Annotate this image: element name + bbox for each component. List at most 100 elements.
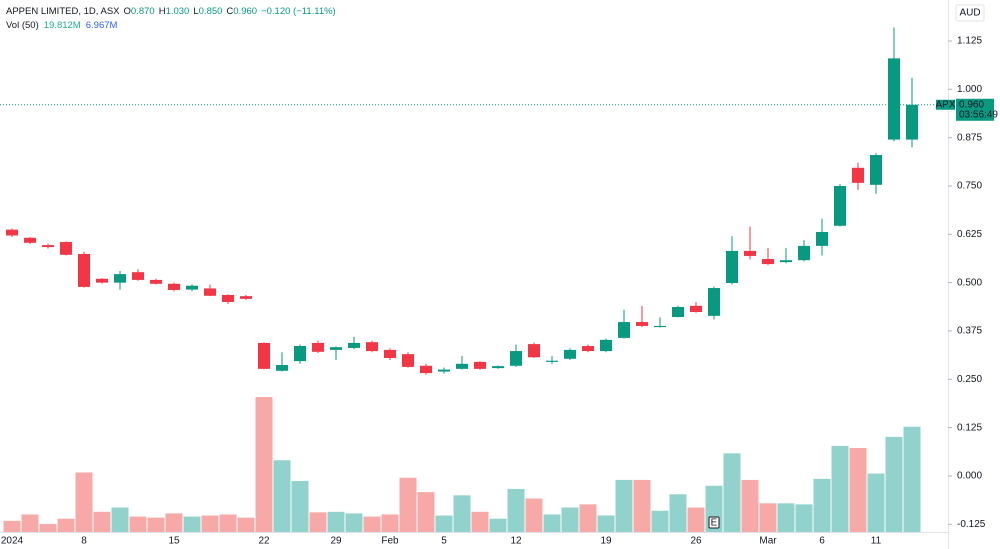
volume-bar [183,516,201,532]
candle-body [96,278,108,283]
volume-name: Vol (50) [6,20,39,31]
volume-bar [615,479,633,532]
y-tick-label: 0.000 [957,471,982,482]
volume-bar [597,515,615,532]
volume-bar [651,510,669,532]
volume-bar [795,504,813,532]
volume-bar [237,517,255,532]
volume-bar [723,453,741,532]
volume-bar [111,507,129,532]
volume-bar [345,513,363,532]
volume-bar [219,514,237,532]
open-value: 0.870 [131,6,155,17]
event-marker-label: E [711,518,718,529]
volume-ma: 6.967M [86,20,118,31]
y-tick-label: 0.625 [957,229,982,240]
x-tick-label: 15 [168,536,180,547]
volume-bar [363,516,381,532]
volume-bar [741,479,759,532]
y-tick-label: 0.500 [957,277,982,288]
candle-body [24,237,36,243]
volume-bar [579,504,597,532]
volume-bar [453,495,471,532]
x-tick-label: 8 [81,536,87,547]
candle-body [240,296,252,299]
volume-bar [255,397,273,532]
x-tick-label: 26 [690,536,702,547]
volume-bar [75,472,93,532]
volume-bar [165,513,183,532]
candle-body [798,245,810,261]
x-tick-label: 5 [441,536,447,547]
open-label: O [124,6,131,17]
candle-body [204,288,216,296]
volume-header: Vol (50) 19.812M 6.967M [6,20,118,31]
volume-bar [867,473,885,532]
candle-body [492,366,504,369]
currency[interactable]: AUD [959,8,980,19]
volume-bar [813,478,831,532]
candle-body [78,254,90,287]
candle-body [618,322,630,338]
volume-value: 19.812M [44,20,81,31]
candle-body [636,322,648,326]
y-tick-label: 0.125 [957,422,982,433]
y-tick-label: 1.125 [957,36,982,47]
close-value: 0.960 [233,6,257,17]
candle-body [744,250,756,256]
symbol-tag [936,99,955,110]
candle-body [132,272,144,280]
volume-bar [381,514,399,532]
candle-body [510,351,522,366]
price-tag-countdown: 03:56:49 [959,109,998,120]
volume-bar [57,518,75,532]
candle-body [816,231,828,246]
candle-body [366,342,378,352]
volume-bar [435,515,453,532]
y-tick-label: -0.125 [957,519,986,530]
high-label: H [159,6,166,17]
y-tick-label: 0.875 [957,132,982,143]
candle-body [402,354,414,367]
x-tick-label: 19 [600,536,612,547]
volume-bar [687,507,705,532]
candle-body [690,305,702,313]
volume-bar [669,494,687,532]
candle-body [546,360,558,362]
currency-box[interactable] [955,4,985,22]
candle-body [762,259,774,265]
y-tick-label: 0.750 [957,181,982,192]
candle-body [474,361,486,369]
volume-bar [471,511,489,532]
candle-body [42,245,54,248]
volume-bar [3,520,21,532]
candle-body [312,342,324,352]
candle-body [456,363,468,369]
volume-bar [21,514,39,532]
close-label: C [226,6,233,17]
candle-body [420,365,432,374]
x-tick-label: 12 [510,536,522,547]
chart-header: APPEN LIMITED, 1D, ASX O0.870 H1.030 L0.850… [6,6,336,17]
candle-body [654,325,666,328]
candle-body [906,104,918,140]
volume-bar [543,514,561,532]
low-value: 0.850 [199,6,223,17]
volume-bar [831,445,849,532]
candle-body [708,288,720,316]
candle-body [6,229,18,236]
candle-body [348,342,360,348]
y-tick-label: 0.250 [957,374,982,385]
candle-body [438,369,450,372]
candle-body [726,250,738,284]
candle-body [582,346,594,352]
x-tick-label: Mar [759,536,777,547]
candle-body [870,155,882,185]
volume-bar [849,448,867,532]
volume-bar [129,516,147,532]
candle-body [222,294,234,302]
volume-bar [777,503,795,532]
volume-bar [525,498,543,532]
x-tick-label: 2024 [1,536,24,547]
